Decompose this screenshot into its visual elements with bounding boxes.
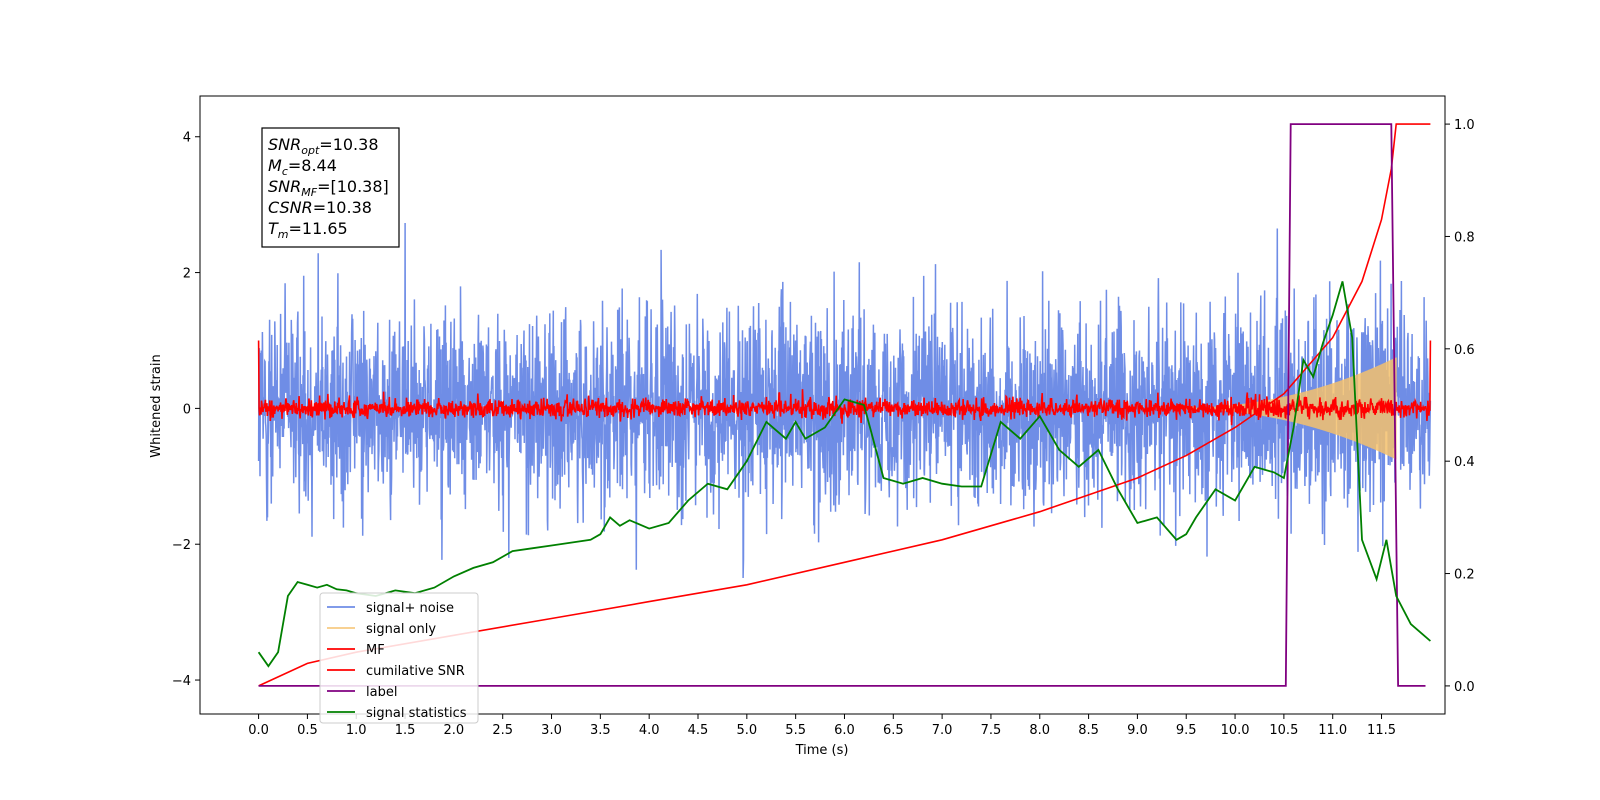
x-tick-label: 11.5 [1367, 723, 1396, 738]
annotation-line: CSNR=10.38 [268, 198, 372, 217]
x-tick-label: 9.5 [1176, 723, 1197, 738]
x-tick-label: 9.0 [1127, 723, 1148, 738]
annotation-line: Tm=11.65 [268, 219, 348, 241]
legend: signal+ noise signal only MF cumilative SNR… [319, 592, 479, 724]
x-tick-label: 1.0 [346, 723, 367, 738]
signal-statistics-line [257, 281, 1431, 668]
y-axis-left: −4 −2 0 2 4 [172, 131, 200, 689]
y-tick-label: 2 [183, 267, 191, 282]
x-tick-label: 6.0 [834, 723, 855, 738]
x-tick-label: 3.5 [590, 723, 611, 738]
y-tick-label: 4 [183, 131, 191, 146]
mf-line [257, 340, 1432, 426]
x-tick-label: 0.0 [248, 723, 269, 738]
x-tick-label: 8.0 [1029, 723, 1050, 738]
y2-tick-label: 0.6 [1454, 343, 1475, 358]
y-tick-label: −2 [172, 538, 191, 553]
legend-entry: cumilative SNR [366, 664, 465, 679]
legend-entry: label [366, 685, 397, 700]
label-line [258, 123, 1426, 687]
y-axis-right: 0.0 0.2 0.4 0.6 0.8 1.0 [1445, 118, 1475, 695]
x-tick-label: 6.5 [883, 723, 904, 738]
y2-tick-label: 0.4 [1454, 455, 1475, 470]
legend-entry: signal+ noise [366, 601, 454, 616]
y2-tick-label: 1.0 [1454, 118, 1475, 133]
legend-entry: MF [366, 643, 385, 658]
cumulative-snr-line [258, 123, 1431, 687]
x-tick-label: 11.0 [1318, 723, 1347, 738]
y2-tick-label: 0.8 [1454, 230, 1475, 245]
x-tick-label: 0.5 [297, 723, 318, 738]
x-tick-label: 5.0 [736, 723, 757, 738]
x-tick-label: 7.0 [932, 723, 953, 738]
x-tick-label: 4.0 [639, 723, 660, 738]
x-axis-label: Time (s) [795, 743, 849, 758]
y-axis-label: Whitened strain [149, 354, 164, 457]
y2-tick-label: 0.2 [1454, 568, 1475, 583]
x-tick-label: 10.0 [1221, 723, 1250, 738]
x-axis: 0.0 0.5 1.0 1.5 2.0 2.5 3.0 3.5 4.0 4.5 5.0 5.5 6.0 6… [248, 714, 1396, 738]
x-tick-label: 1.5 [395, 723, 416, 738]
x-tick-label: 5.5 [785, 723, 806, 738]
y2-tick-label: 0.0 [1454, 680, 1475, 695]
annotation-line: SNRMF=[10.38] [268, 177, 389, 199]
x-tick-label: 2.5 [492, 723, 513, 738]
y-tick-label: 0 [183, 402, 191, 417]
x-tick-label: 10.5 [1269, 723, 1298, 738]
x-tick-label: 2.0 [444, 723, 465, 738]
plot-frame [199, 95, 1446, 715]
legend-entry: signal statistics [366, 706, 467, 721]
annotation-line: Mc=8.44 [268, 156, 337, 178]
legend-entry: signal only [366, 622, 436, 637]
annotation-line: SNRopt=10.38 [268, 135, 379, 157]
x-tick-label: 8.5 [1078, 723, 1099, 738]
y-tick-label: −4 [172, 674, 191, 689]
plot-area [257, 123, 1432, 687]
annotation-box: SNRopt=10.38Mc=8.44SNRMF=[10.38]CSNR=10.… [261, 127, 400, 248]
signal-noise-line [257, 222, 1432, 579]
x-tick-label: 7.5 [981, 723, 1002, 738]
x-tick-label: 3.0 [541, 723, 562, 738]
x-tick-label: 4.5 [688, 723, 709, 738]
